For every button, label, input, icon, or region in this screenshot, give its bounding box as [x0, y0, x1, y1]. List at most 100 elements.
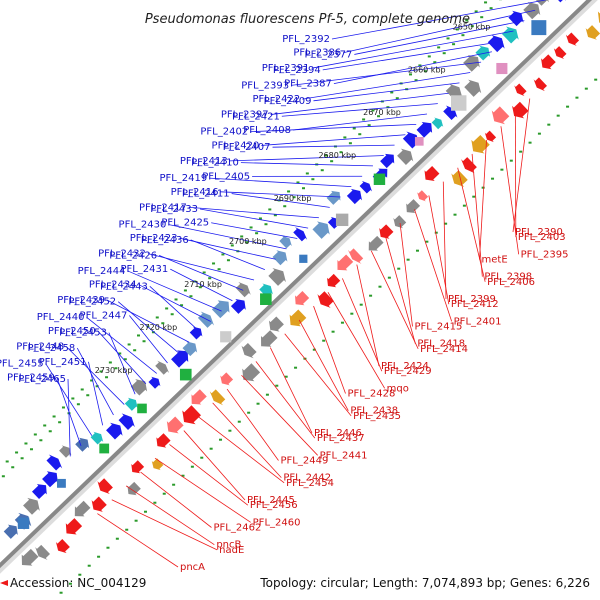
gene-label-forward[interactable]: PFL_2420 [212, 140, 260, 151]
gene-label-forward[interactable]: PFL_2387 [284, 79, 332, 90]
gene-label-forward[interactable]: PFL_2433 [150, 204, 198, 215]
gene-label-forward[interactable]: PFL_2450 [48, 326, 96, 337]
gene-label-forward[interactable]: PFL_2455 [0, 359, 44, 370]
gene-label-forward[interactable]: PFL_2453 [59, 328, 107, 339]
gene-label-forward[interactable]: PFL_2416 [171, 187, 219, 198]
gene-label-forward[interactable]: PFL_2386 [293, 48, 341, 59]
gene-label-reverse[interactable]: PFL_2418 [417, 339, 465, 350]
gene-label-reverse[interactable]: PFL_2462 [214, 523, 262, 534]
gene-label-forward[interactable]: PFL_2422 [252, 94, 300, 105]
gene-label-reverse[interactable]: PFL_2445 [247, 495, 295, 506]
gene-label-reverse[interactable]: pncA [180, 562, 205, 573]
tick-dot [362, 118, 366, 121]
gene-label-forward[interactable]: PFL_2439 [57, 295, 105, 306]
tick-dot [350, 312, 354, 315]
gene-label-reverse[interactable]: PFL_2424 [381, 361, 429, 372]
gene-label-forward[interactable]: PFL_2440 [37, 312, 85, 323]
tick-dot [284, 375, 288, 378]
reverse-feature [74, 500, 91, 517]
gene-label-forward[interactable]: PFL_2417 [139, 202, 187, 213]
gene-label-reverse[interactable]: PFL_2406 [487, 277, 535, 288]
gene-label-forward[interactable]: PFL_2425 [161, 218, 209, 229]
gene-label-reverse[interactable]: PFL_2399 [448, 294, 496, 305]
gene-label-reverse[interactable]: mqo [387, 383, 409, 394]
gene-label-reverse[interactable]: PFL_2438 [350, 406, 398, 417]
gene-label-forward[interactable]: PFL_2434 [89, 280, 137, 291]
gene-label-forward[interactable]: PFL_2377 [305, 49, 353, 60]
forward-feature [380, 153, 395, 169]
gene-label-reverse[interactable]: PFL_2460 [253, 517, 301, 528]
gene-label-forward[interactable]: PFL_2448 [16, 341, 64, 352]
gene-label-reverse[interactable]: PFL_2456 [250, 500, 298, 511]
tick-dot [255, 232, 259, 235]
gene-label-reverse[interactable]: PFL_2435 [353, 411, 401, 422]
gene-label-reverse[interactable]: PFL_2415 [415, 322, 463, 333]
gene-label-reverse[interactable]: PFL_2442 [283, 473, 331, 484]
gene-label-forward[interactable]: PFL_2410 [191, 158, 239, 169]
gene-label-reverse[interactable]: pncB [216, 540, 241, 551]
gene-label-reverse[interactable]: PFL_2454 [286, 478, 334, 489]
gene-label-reverse[interactable]: PFL_2428 [348, 389, 396, 400]
gene-label-forward[interactable]: PFL_2443 [100, 281, 148, 292]
gene-label-forward[interactable]: PFL_2430 [119, 219, 167, 230]
gene-label-reverse[interactable]: nadE [219, 545, 244, 556]
gene-label-reverse[interactable]: PFL_2441 [320, 450, 368, 461]
tick-dot [320, 169, 324, 172]
gene-label-forward[interactable]: PFL_2426 [109, 250, 157, 261]
gene-label-reverse[interactable]: PFL_2414 [420, 344, 468, 355]
gene-label-forward[interactable]: PFL_2432 [98, 249, 146, 260]
tick-dot [15, 451, 19, 454]
gene-label-reverse[interactable]: PFL_2412 [451, 299, 499, 310]
gene-label-forward[interactable]: PFL_2451 [39, 357, 87, 368]
gene-label-forward[interactable]: PFL_2423 [130, 233, 178, 244]
leader-line [188, 206, 319, 219]
gene-label-reverse[interactable]: PFL_2403 [518, 232, 566, 243]
tick-dot [500, 168, 504, 171]
reverse-feature [512, 101, 529, 119]
gene-label-forward[interactable]: PFL_2436 [141, 235, 189, 246]
gene-label-forward[interactable]: PFL_2391 [262, 63, 310, 74]
tick-dot [415, 249, 419, 252]
tick-dot [240, 235, 244, 238]
gene-label-forward[interactable]: PFL_2397 [221, 110, 269, 121]
gene-label-forward[interactable]: PFL_2452 [68, 297, 116, 308]
gene-label-forward[interactable]: PFL_2421 [232, 111, 280, 122]
gene-label-forward[interactable]: PFL_2394 [273, 65, 321, 76]
gene-label-forward[interactable]: PFL_2444 [78, 266, 126, 277]
forward-feature [197, 311, 215, 328]
gene-label-forward[interactable]: PFL_2465 [18, 374, 66, 385]
tick-label: 2710 kbp [184, 280, 222, 289]
gene-label-forward[interactable]: PFL_2413 [180, 156, 228, 167]
forward-feature [550, 0, 566, 3]
gene-label-reverse[interactable]: PFL_2390 [515, 227, 563, 238]
tick-dot [143, 510, 147, 513]
gene-label-forward[interactable]: PFL_2419 [159, 173, 207, 184]
gene-label-forward[interactable]: PFL_2458 [27, 343, 75, 354]
gene-label-reverse[interactable]: PFL_2449 [281, 456, 329, 467]
gene-label-forward[interactable]: PFL_2402 [200, 127, 248, 138]
gene-label-reverse[interactable]: PFL_2446 [314, 428, 362, 439]
gene-label-forward[interactable]: PFL_2408 [243, 125, 291, 136]
backbone [0, 0, 598, 574]
feature-block [335, 213, 349, 227]
gene-label-forward[interactable]: PFL_2393 [241, 80, 289, 91]
tick-dot [481, 186, 485, 189]
gene-label-reverse[interactable]: metE [482, 255, 508, 266]
gene-label-forward[interactable]: PFL_2411 [182, 189, 230, 200]
tick-dot [118, 352, 122, 355]
gene-label-forward[interactable]: PFL_2431 [120, 264, 168, 275]
gene-label-forward[interactable]: PFL_2405 [202, 171, 250, 182]
gene-label-forward[interactable]: PFL_2409 [264, 96, 312, 107]
gene-label-reverse[interactable]: PFL_2398 [484, 272, 532, 283]
gene-label-reverse[interactable]: PFL_2401 [454, 316, 502, 327]
reverse-feature [597, 6, 600, 25]
gene-label-forward[interactable]: PFL_2447 [80, 310, 128, 321]
gene-label-forward[interactable]: PFL_2459 [7, 372, 55, 383]
gene-label-reverse[interactable]: PFL_2437 [317, 433, 365, 444]
tick-dot [437, 46, 441, 49]
gene-label-reverse[interactable]: PFL_2395 [521, 249, 569, 260]
gene-label-forward[interactable]: PFL_2392 [282, 34, 330, 45]
gene-label-forward[interactable]: PFL_2407 [223, 142, 271, 153]
gene-label-reverse[interactable]: PFL_2429 [384, 366, 432, 377]
reverse-feature [156, 433, 171, 448]
